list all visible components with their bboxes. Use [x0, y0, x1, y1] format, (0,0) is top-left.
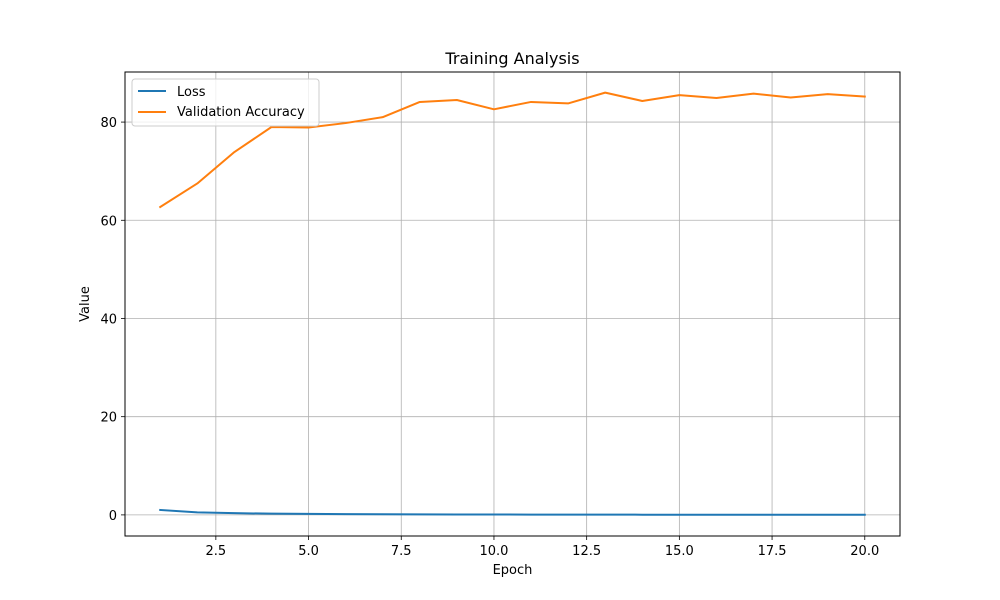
x-tick-label: 15.0 [665, 544, 694, 559]
y-tick-label: 80 [100, 116, 117, 131]
x-tick-label: 7.5 [391, 544, 412, 559]
series-line-validation-accuracy [158, 91, 866, 209]
chart-title: Training Analysis [444, 49, 579, 68]
y-tick-label: 20 [100, 411, 117, 426]
y-axis-label: Value [78, 286, 93, 322]
series-line-loss [159, 508, 866, 516]
y-tick-label: 60 [100, 214, 117, 229]
axis-ticks: 2.5 5.0 7.5 10.0 12.5 15.0 17.5 20.0 0 20 40 60 80 [100, 116, 879, 559]
legend-label-loss: Loss [177, 85, 206, 100]
y-tick-label: 40 [100, 312, 117, 327]
legend-box [131, 78, 320, 127]
x-tick-label: 20.0 [850, 544, 879, 559]
x-tick-label: 5.0 [298, 544, 319, 559]
y-tick-label: 0 [109, 509, 117, 524]
legend: Loss Validation Accuracy [131, 78, 320, 127]
x-tick-label: 10.0 [479, 544, 508, 559]
legend-label-validation-accuracy: Validation Accuracy [177, 105, 305, 120]
x-axis-label: Epoch [493, 563, 533, 578]
x-tick-label: 12.5 [572, 544, 601, 559]
x-tick-label: 17.5 [758, 544, 787, 559]
x-tick-label: 2.5 [206, 544, 227, 559]
grid [125, 72, 900, 536]
series-lines [158, 91, 866, 516]
plot-area-frame [124, 71, 901, 537]
